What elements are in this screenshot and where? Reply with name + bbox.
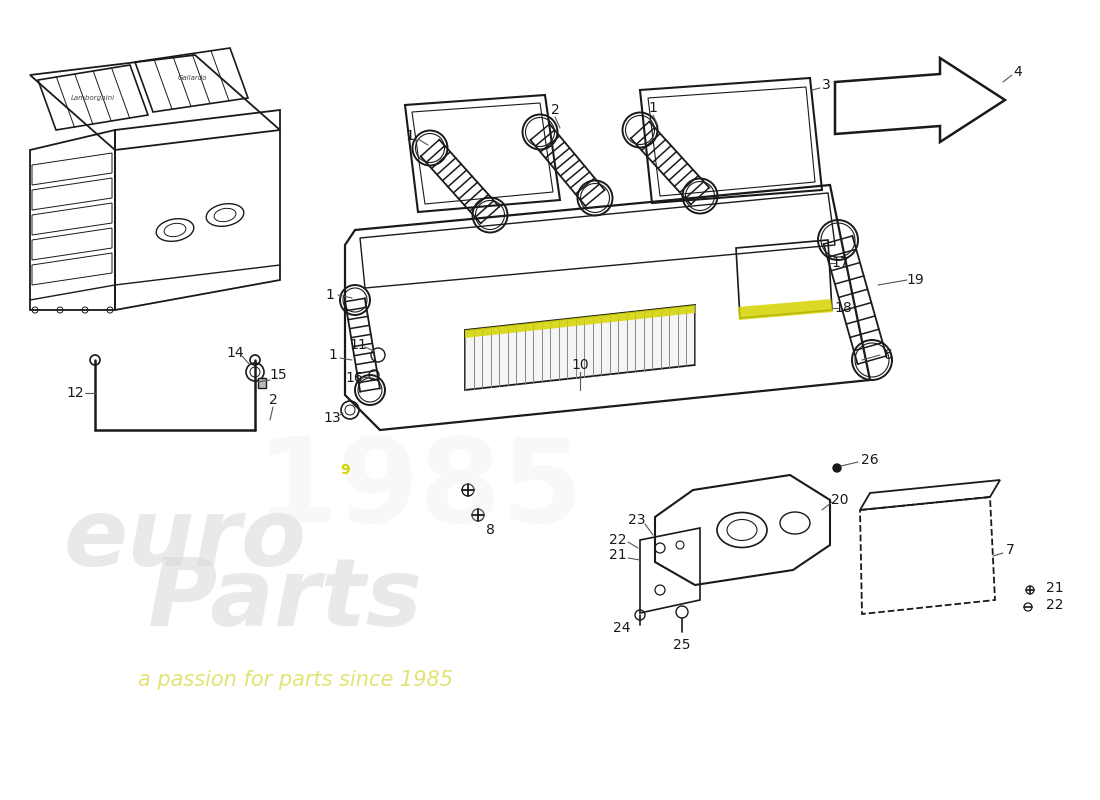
Text: 26: 26 — [861, 453, 879, 467]
Text: Parts: Parts — [147, 554, 422, 646]
Text: euro: euro — [64, 494, 307, 586]
Circle shape — [833, 464, 842, 472]
FancyBboxPatch shape — [258, 378, 266, 388]
Polygon shape — [738, 299, 833, 320]
Text: 14: 14 — [227, 346, 244, 360]
Text: 15: 15 — [270, 368, 287, 382]
Polygon shape — [465, 305, 695, 338]
Text: 20: 20 — [832, 493, 849, 507]
Text: 19: 19 — [906, 273, 924, 287]
Text: 3: 3 — [822, 78, 830, 92]
Text: 2: 2 — [551, 103, 560, 117]
Text: 1: 1 — [329, 348, 338, 362]
Text: Gallardo: Gallardo — [177, 75, 207, 81]
Text: 6: 6 — [883, 348, 892, 362]
Text: 1: 1 — [649, 101, 658, 115]
Text: 1985: 1985 — [256, 433, 584, 547]
Text: 11: 11 — [349, 338, 367, 352]
Text: 7: 7 — [1005, 543, 1014, 557]
Text: 23: 23 — [628, 513, 646, 527]
Text: 9: 9 — [340, 463, 350, 477]
Polygon shape — [465, 305, 695, 390]
Text: Lamborghini: Lamborghini — [70, 95, 116, 101]
Text: 12: 12 — [66, 386, 84, 400]
Text: 25: 25 — [673, 638, 691, 652]
Text: 21: 21 — [1046, 581, 1064, 595]
Text: 1: 1 — [406, 129, 415, 143]
Text: 8: 8 — [485, 523, 494, 537]
Text: 1: 1 — [326, 288, 334, 302]
Text: 13: 13 — [323, 411, 341, 425]
Text: 17: 17 — [832, 256, 849, 270]
Text: 10: 10 — [571, 358, 588, 372]
Text: 22: 22 — [609, 533, 627, 547]
Text: a passion for parts since 1985: a passion for parts since 1985 — [138, 670, 452, 690]
Text: 18: 18 — [834, 301, 851, 315]
Text: 21: 21 — [609, 548, 627, 562]
Text: 22: 22 — [1046, 598, 1064, 612]
Text: 24: 24 — [614, 621, 630, 635]
Text: 2: 2 — [268, 393, 277, 407]
Text: 16: 16 — [345, 371, 363, 385]
Text: 4: 4 — [1013, 65, 1022, 79]
